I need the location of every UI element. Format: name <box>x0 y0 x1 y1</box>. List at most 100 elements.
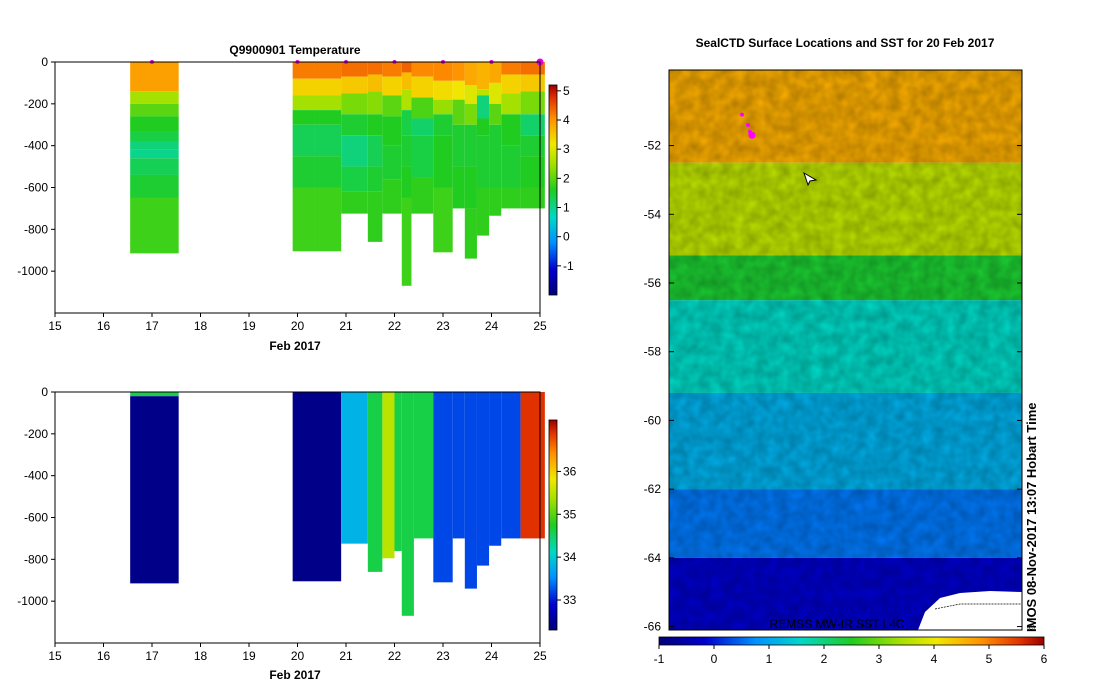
temperature-profile-1-layer-2 <box>292 95 315 111</box>
temperature-profile-14-layer-5 <box>520 156 545 188</box>
sst-y-tick-label: -54 <box>644 207 662 221</box>
temperature-profile-14-layer-4 <box>520 135 545 157</box>
temperature-profile-12-layer-4 <box>489 187 502 216</box>
temperature-profile-0-layer-4 <box>130 131 179 142</box>
temperature-profile-11-layer-4 <box>476 135 490 188</box>
salinity-colorbar <box>548 419 558 631</box>
temperature-profile-7-layer-1 <box>411 76 434 98</box>
temperature-profile-1-layer-3 <box>292 110 315 125</box>
temperature-profile-4-layer-0 <box>367 62 383 75</box>
temperature-profile-7-layer-3 <box>411 118 434 136</box>
salinity-y-tick-label: 0 <box>41 385 48 399</box>
temperature-profile-13-layer-5 <box>501 187 521 209</box>
temperature-x-tick-label: 23 <box>436 319 450 333</box>
salinity-x-tick-label: 17 <box>145 649 159 663</box>
temperature-profile-9-layer-3 <box>452 124 465 167</box>
salinity-profile-0-layer-1 <box>130 396 179 584</box>
sst-y-tick-label: -62 <box>644 482 662 496</box>
ice-region <box>918 591 1022 630</box>
salinity-profile-11-layer-0 <box>476 392 490 566</box>
salinity-x-tick-label: 15 <box>48 649 62 663</box>
seal-location-point <box>746 122 750 127</box>
temperature-profile-7-layer-0 <box>411 62 434 77</box>
temperature-y-tick-label: 0 <box>41 55 48 69</box>
temperature-profile-14-layer-3 <box>520 114 545 136</box>
sst-colorbar-ticks: -10123456687072747678808284 <box>654 645 1048 666</box>
temperature-profile-4-layer-3 <box>367 114 383 136</box>
sst-map-title: SealCTD Surface Locations and SST for 20… <box>696 36 995 50</box>
temperature-profile-5-layer-1 <box>382 76 402 96</box>
salinity-x-tick-label: 25 <box>533 649 547 663</box>
temperature-profile-2-layer-5 <box>314 156 342 188</box>
temperature-profile-10-layer-5 <box>464 208 477 259</box>
sst-y-tick-label: -66 <box>644 620 662 634</box>
sst-map-panel: SealCTD Surface Locations and SST for 20… <box>644 36 1048 666</box>
temperature-profile-2-layer-2 <box>314 95 342 111</box>
temperature-colorbar-tick-label: 4 <box>563 113 570 127</box>
temperature-profile-4-layer-4 <box>367 135 383 167</box>
salinity-x-tick-label: 20 <box>291 649 305 663</box>
temperature-profile-9-layer-4 <box>452 166 465 209</box>
temperature-profile-12-layer-0 <box>489 62 502 83</box>
temperature-profile-12-layer-2 <box>489 103 502 125</box>
temperature-profile-8-layer-5 <box>433 187 453 253</box>
temperature-x-axis: 15 16 17 18 19 20 21 22 23 24 25 <box>48 313 547 333</box>
temperature-colorbar-tick-label: 3 <box>563 142 570 156</box>
seal-track <box>740 112 756 139</box>
temperature-x-tick-label: 18 <box>194 319 208 333</box>
salinity-x-label: Feb 2017 <box>269 668 321 682</box>
salinity-profiles <box>130 392 545 616</box>
temperature-profile-2-layer-1 <box>314 78 342 96</box>
temperature-profile-4-layer-6 <box>367 191 383 242</box>
temperature-profile-4-layer-1 <box>367 74 383 92</box>
temperature-profile-11-layer-0 <box>476 62 490 90</box>
temperature-profile-14-layer-1 <box>520 74 545 92</box>
sst-y-tick-label: -56 <box>644 276 662 290</box>
temperature-profile-3-layer-1 <box>341 76 368 94</box>
temperature-profile-5-layer-2 <box>382 95 402 117</box>
salinity-profile-10-layer-0 <box>464 392 477 589</box>
temperature-profile-11-layer-5 <box>476 187 490 236</box>
seal-location-point <box>740 112 744 117</box>
salinity-profile-9-layer-0 <box>452 392 465 539</box>
temperature-profile-1-layer-5 <box>292 156 315 188</box>
temperature-profile-0-layer-1 <box>130 91 179 104</box>
temperature-panel: Q9900901 Temperature 15 16 17 18 19 20 21 22 23 2… <box>17 43 574 353</box>
temperature-profile-10-layer-0 <box>464 62 477 86</box>
temperature-profile-3-layer-0 <box>341 62 368 77</box>
temperature-profile-8-layer-3 <box>433 114 453 136</box>
salinity-profile-14-layer-0 <box>520 392 545 539</box>
temperature-y-tick-label: -1000 <box>17 264 48 278</box>
temperature-profile-9-layer-0 <box>452 62 465 81</box>
temperature-colorbar-tick-label: 5 <box>563 84 570 98</box>
temperature-profile-5-layer-3 <box>382 116 402 146</box>
temperature-profile-7-layer-4 <box>411 135 434 178</box>
temperature-x-tick-label: 24 <box>485 319 499 333</box>
salinity-profile-6-layer-0 <box>401 392 414 616</box>
salinity-profile-3-layer-0 <box>367 392 383 572</box>
temperature-profile-13-layer-1 <box>501 74 521 94</box>
temperature-profile-5-layer-0 <box>382 62 402 77</box>
salinity-profile-12-layer-0 <box>489 392 502 546</box>
temperature-y-tick-label: -800 <box>24 222 48 236</box>
temperature-profile-0-layer-5 <box>130 141 179 150</box>
temperature-y-axis: 0 -200 -400 -600 -800 -1000 <box>17 55 55 278</box>
temperature-profile-13-layer-2 <box>501 93 521 115</box>
salinity-x-tick-label: 23 <box>436 649 450 663</box>
temperature-profile-0-layer-0 <box>130 62 179 92</box>
temperature-profile-2-layer-4 <box>314 124 342 157</box>
temperature-profile-6-layer-1 <box>401 72 412 90</box>
sst-colorbar-tick-label-celsius: 2 <box>821 652 828 666</box>
salinity-profile-13-layer-0 <box>501 392 521 539</box>
imos-timestamp-label: IMOS 08-Nov-2017 13:07 Hobart Time <box>1024 402 1039 632</box>
temperature-profile-8-layer-1 <box>433 80 453 100</box>
temperature-profile-2-layer-6 <box>314 187 342 252</box>
sst-map-y-axis: -52 -54 -56 -58 -60 -62 -64 -66 <box>644 139 1022 634</box>
temperature-profile-11-layer-2 <box>476 95 490 119</box>
temperature-profile-5-layer-4 <box>382 145 402 180</box>
temperature-profile-3-layer-4 <box>341 135 368 167</box>
temperature-profile-10-layer-1 <box>464 85 477 104</box>
temperature-profile-4-layer-2 <box>367 91 383 115</box>
sst-y-tick-label: -52 <box>644 139 662 153</box>
